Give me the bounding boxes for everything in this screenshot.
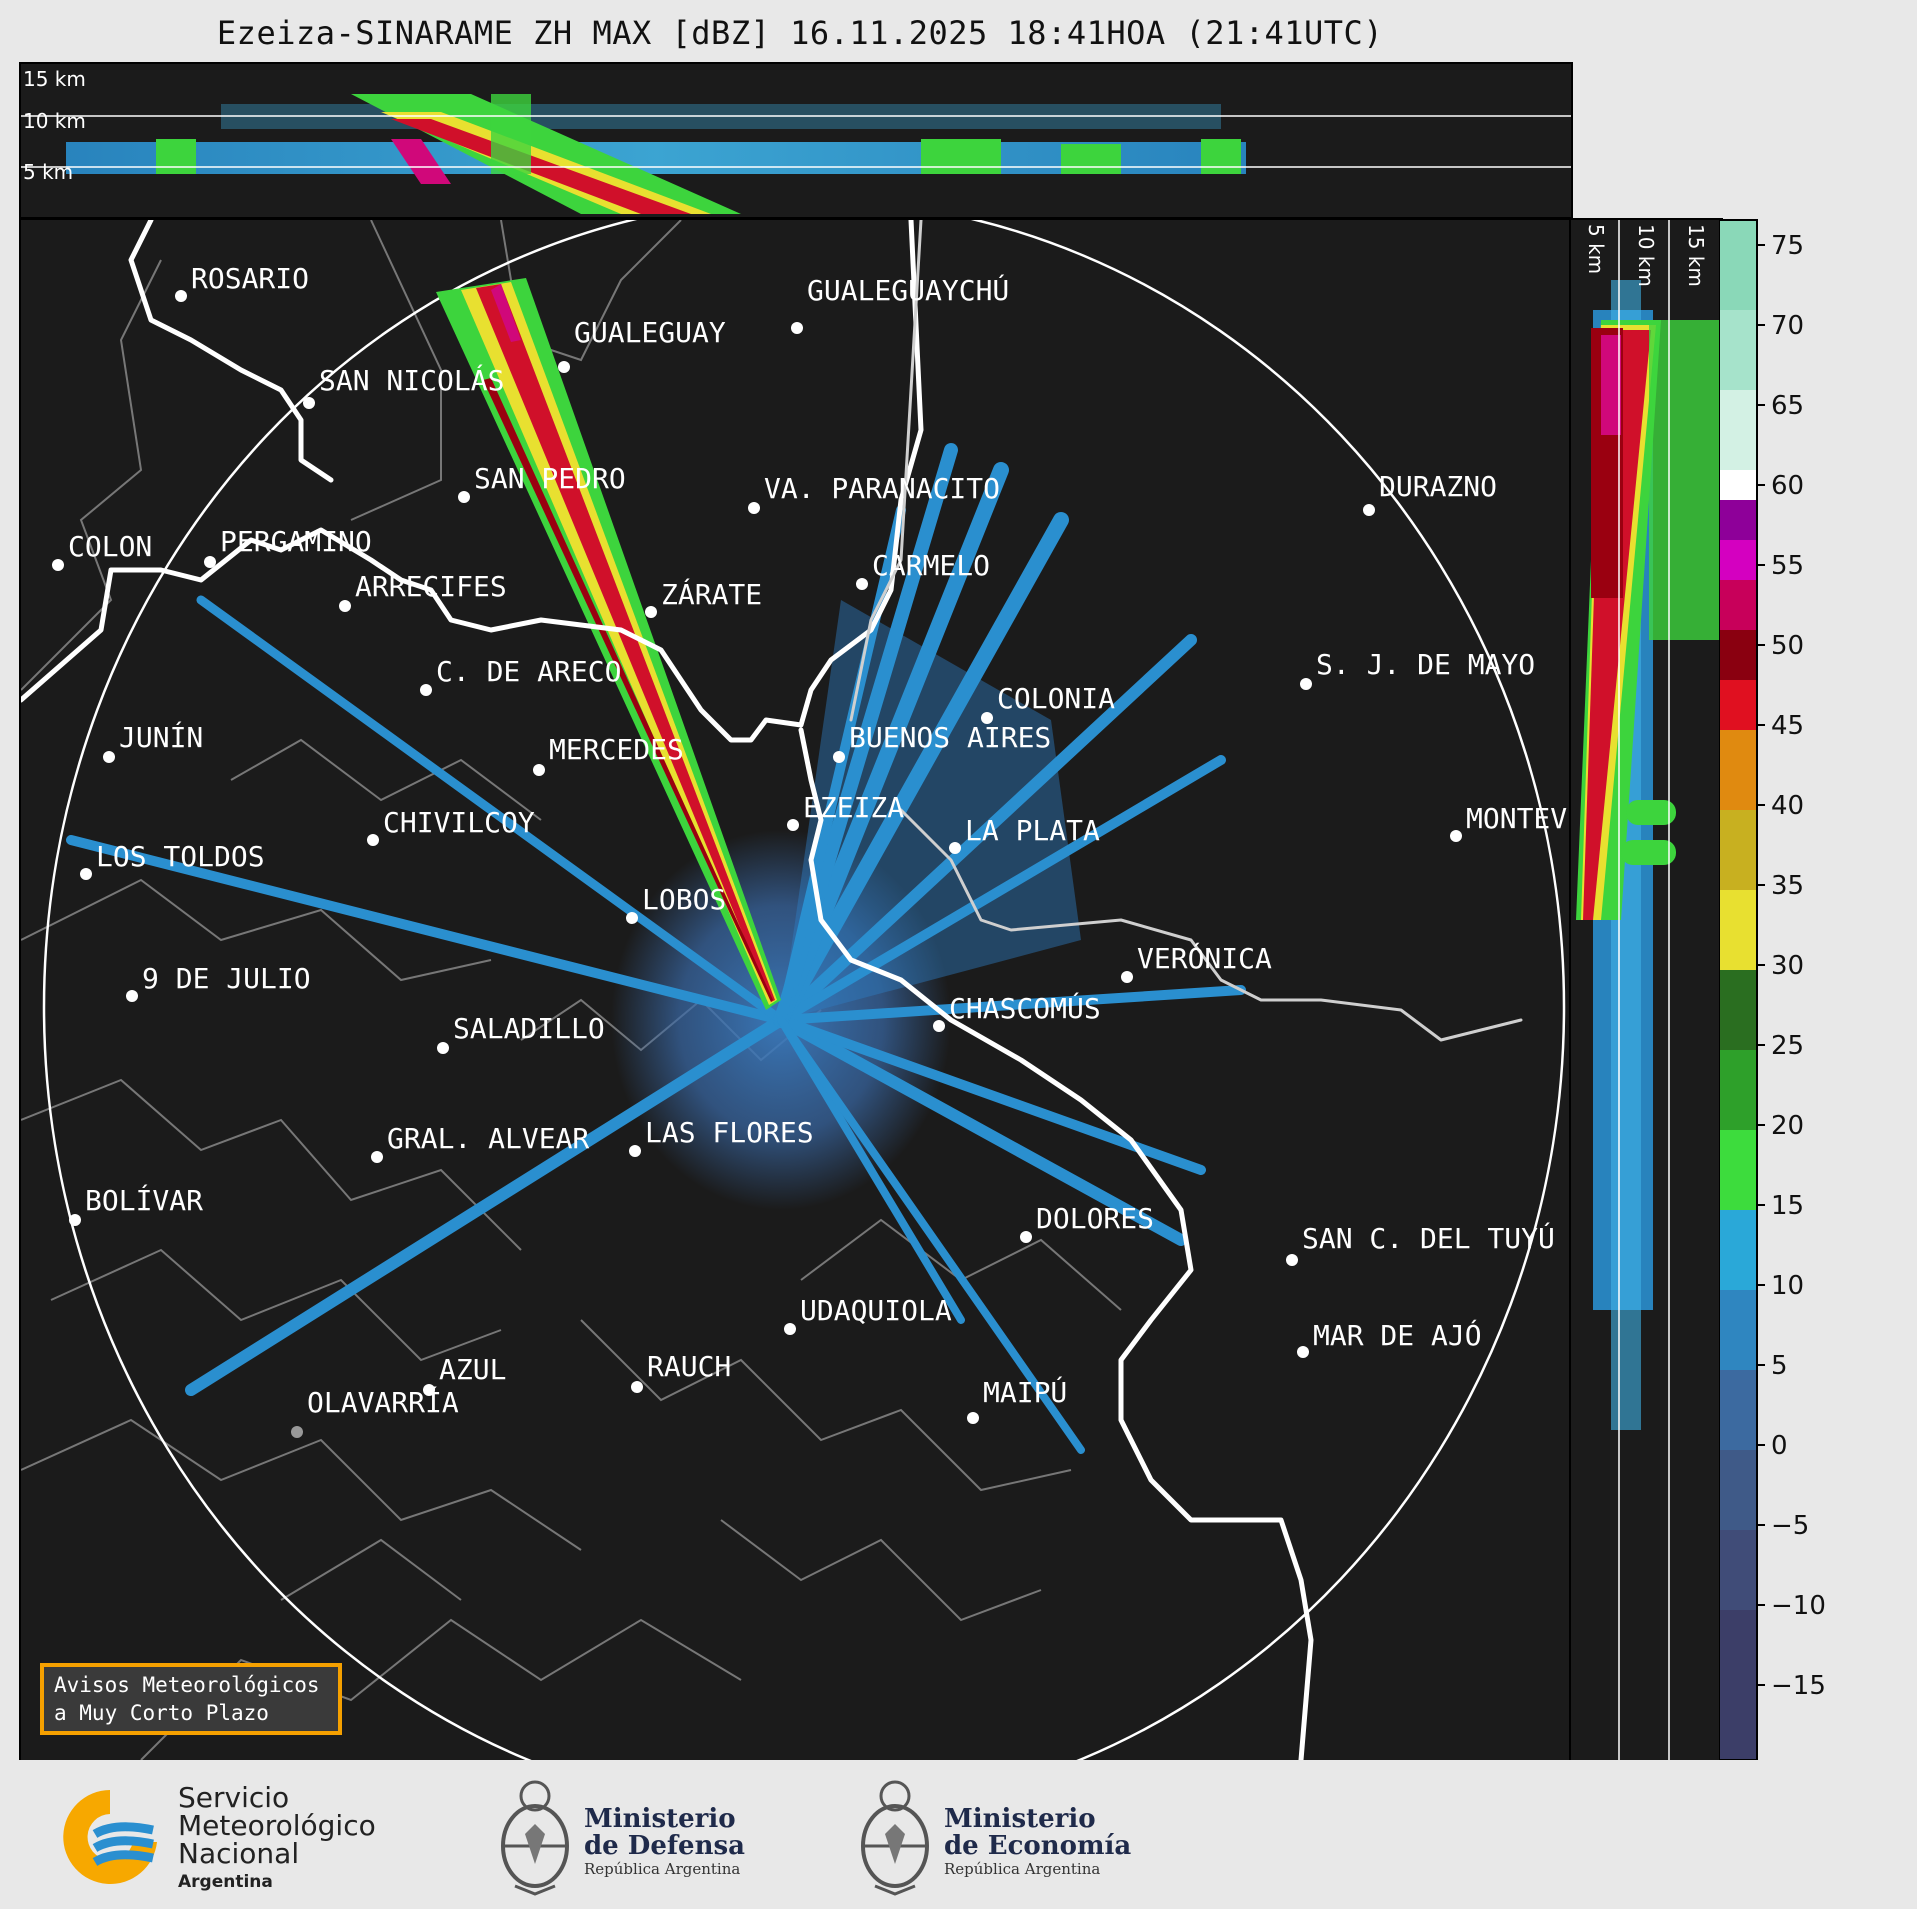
city-label-durazno: DURAZNO xyxy=(1379,470,1497,503)
city-label-gualeguaychu: GUALEGUAYCHÚ xyxy=(807,273,1009,307)
city-label-s-j-de-mayo: S. J. DE MAYO xyxy=(1316,648,1535,681)
colorbar-tick-label: 20 xyxy=(1771,1111,1804,1141)
colorbar-tick-label: 55 xyxy=(1771,551,1804,581)
city-label-gral-alvear: GRAL. ALVEAR xyxy=(387,1122,589,1155)
city-label-la-plata: LA PLATA xyxy=(965,814,1100,847)
radial-echo-beams xyxy=(66,443,1246,1454)
colorbar-tick-label: 50 xyxy=(1771,631,1804,661)
city-label-rosario: ROSARIO xyxy=(191,262,309,295)
city-label-bolivar: BOLÍVAR xyxy=(85,1183,203,1217)
city-label-c-de-areco: C. DE ARECO xyxy=(436,655,621,688)
smn-logo xyxy=(55,1782,165,1892)
colorbar-tick-label: −15 xyxy=(1771,1671,1826,1701)
colorbar-tick-label: 75 xyxy=(1771,231,1804,261)
city-label-olavarria: OLAVARRÍA xyxy=(307,1385,459,1419)
defensa-name: Ministerio de Defensa República Argentin… xyxy=(584,1804,745,1879)
city-label-las-flores: LAS FLORES xyxy=(645,1116,814,1149)
colorbar-tick-label: 40 xyxy=(1771,791,1804,821)
colorbar-tick-label: 45 xyxy=(1771,711,1804,741)
warning-box: Avisos Meteorológicos a Muy Corto Plazo xyxy=(40,1663,342,1735)
city-label-los-toldos: LOS TOLDOS xyxy=(96,840,265,873)
city-label-gualeguay: GUALEGUAY xyxy=(574,316,726,349)
admin-boundaries xyxy=(21,220,1122,1760)
city-label-colonia: COLONIA xyxy=(997,682,1115,715)
colorbar-tick-label: −10 xyxy=(1771,1591,1826,1621)
top-cross-section-panel: 15 km 10 km 5 km xyxy=(19,62,1573,219)
city-label-junin: JUNÍN xyxy=(119,720,203,754)
colorbar-tick-label: 25 xyxy=(1771,1031,1804,1061)
city-label-veronica: VERÓNICA xyxy=(1137,941,1272,975)
city-label-dolores: DOLORES xyxy=(1036,1202,1154,1235)
economia-shield-icon xyxy=(855,1774,935,1898)
city-label-va-paranacito: VA. PARANACITO xyxy=(764,472,1000,505)
economia-line-1: Ministerio xyxy=(944,1804,1096,1834)
city-label-ezeiza: EZEIZA xyxy=(803,791,904,824)
smn-name: Servicio Meteorológico Nacional Argentin… xyxy=(178,1784,376,1896)
city-label-san-pedro: SAN PEDRO xyxy=(474,462,626,495)
smn-line-2: Meteorológico xyxy=(178,1809,376,1842)
top-echo-base xyxy=(66,94,1246,214)
top-label-5km: 5 km xyxy=(23,160,73,184)
city-label-lobos: LOBOS xyxy=(642,883,726,916)
city-label-colon: COLON xyxy=(68,530,152,563)
city-markers: ROSARIO GUALEGUAYCHÚ GUALEGUAY SAN NICOL… xyxy=(52,262,1567,1438)
defensa-line-2: de Defensa xyxy=(584,1831,745,1861)
colorbar-tick-label: 65 xyxy=(1771,391,1804,421)
smn-line-4: Argentina xyxy=(178,1872,273,1892)
city-label-zarate: ZÁRATE xyxy=(661,577,762,611)
city-label-montevideo: MONTEV xyxy=(1466,802,1567,835)
city-label-9-de-julio: 9 DE JULIO xyxy=(142,962,311,995)
side-label-10km: 10 km xyxy=(1634,224,1658,287)
side-cross-section-panel: 5 km 10 km 15 km xyxy=(1569,218,1723,1762)
city-label-rauch: RAUCH xyxy=(647,1350,731,1383)
economia-name: Ministerio de Economía República Argenti… xyxy=(944,1804,1132,1879)
colorbar-tick-label: 0 xyxy=(1771,1431,1788,1461)
city-label-mar-de-ajo: MAR DE AJÓ xyxy=(1313,1318,1482,1352)
economia-line-3: República Argentina xyxy=(944,1860,1101,1878)
city-label-san-nicolas: SAN NICOLÁS xyxy=(319,363,504,397)
defensa-shield-icon xyxy=(495,1774,575,1898)
city-label-maipu: MAIPÚ xyxy=(983,1375,1067,1409)
colorbar-tick-label: 10 xyxy=(1771,1271,1804,1301)
defensa-line-1: Ministerio xyxy=(584,1804,736,1834)
city-label-buenos-aires: BUENOS AIRES xyxy=(849,721,1051,754)
colorbar-tick-label: 5 xyxy=(1771,1351,1788,1381)
smn-line-3: Nacional xyxy=(178,1837,300,1870)
range-ring xyxy=(42,220,1566,1760)
economia-line-2: de Economía xyxy=(944,1831,1132,1861)
city-label-chivilcoy: CHIVILCOY xyxy=(383,806,535,839)
city-label-carmelo: CARMELO xyxy=(872,549,990,582)
defensa-line-3: República Argentina xyxy=(584,1860,741,1878)
top-label-10km: 10 km xyxy=(23,109,86,133)
top-label-15km: 15 km xyxy=(23,67,86,91)
chart-title: Ezeiza-SINARAME ZH MAX [dBZ] 16.11.2025 … xyxy=(216,14,1384,52)
city-label-san-c-del-tuyu: SAN C. DEL TUYÚ xyxy=(1302,1221,1555,1255)
side-label-15km: 15 km xyxy=(1684,224,1708,287)
city-label-udaquiola: UDAQUIOLA xyxy=(800,1294,952,1327)
side-echo-base xyxy=(1576,280,1719,1430)
city-label-pergamino: PERGAMINO xyxy=(220,525,372,558)
colorbar-tick-label: 70 xyxy=(1771,311,1804,341)
warning-line-1: Avisos Meteorológicos xyxy=(54,1673,320,1697)
colorbar-tick-label: −5 xyxy=(1771,1511,1809,1541)
colorbar-tick-label: 35 xyxy=(1771,871,1804,901)
radar-map: ROSARIO GUALEGUAYCHÚ GUALEGUAY SAN NICOL… xyxy=(19,218,1573,1762)
colorbar-tick-label: 15 xyxy=(1771,1191,1804,1221)
colorbar-tick-label: 60 xyxy=(1771,471,1804,501)
city-label-arrecifes: ARRECIFES xyxy=(355,570,507,603)
city-label-azul: AZUL xyxy=(439,1353,506,1386)
smn-line-1: Servicio xyxy=(178,1781,290,1814)
city-label-chascomus: CHASCOMÚS xyxy=(949,991,1101,1025)
warning-line-2: a Muy Corto Plazo xyxy=(54,1701,269,1725)
city-label-mercedes: MERCEDES xyxy=(549,733,684,766)
side-label-5km: 5 km xyxy=(1584,224,1608,274)
coastline-rivers xyxy=(21,220,1523,1760)
strong-echo-band xyxy=(436,278,781,1010)
colorbar-tick-label: 30 xyxy=(1771,951,1804,981)
colorbar: 75 70 65 60 55 50 45 40 35 30 25 20 15 10 5 0 −5 −10 −15 xyxy=(1719,218,1917,1762)
colorbar-bands xyxy=(1719,220,1757,1760)
city-label-saladillo: SALADILLO xyxy=(453,1012,605,1045)
footer: Servicio Meteorológico Nacional Argentin… xyxy=(0,1760,1917,1909)
